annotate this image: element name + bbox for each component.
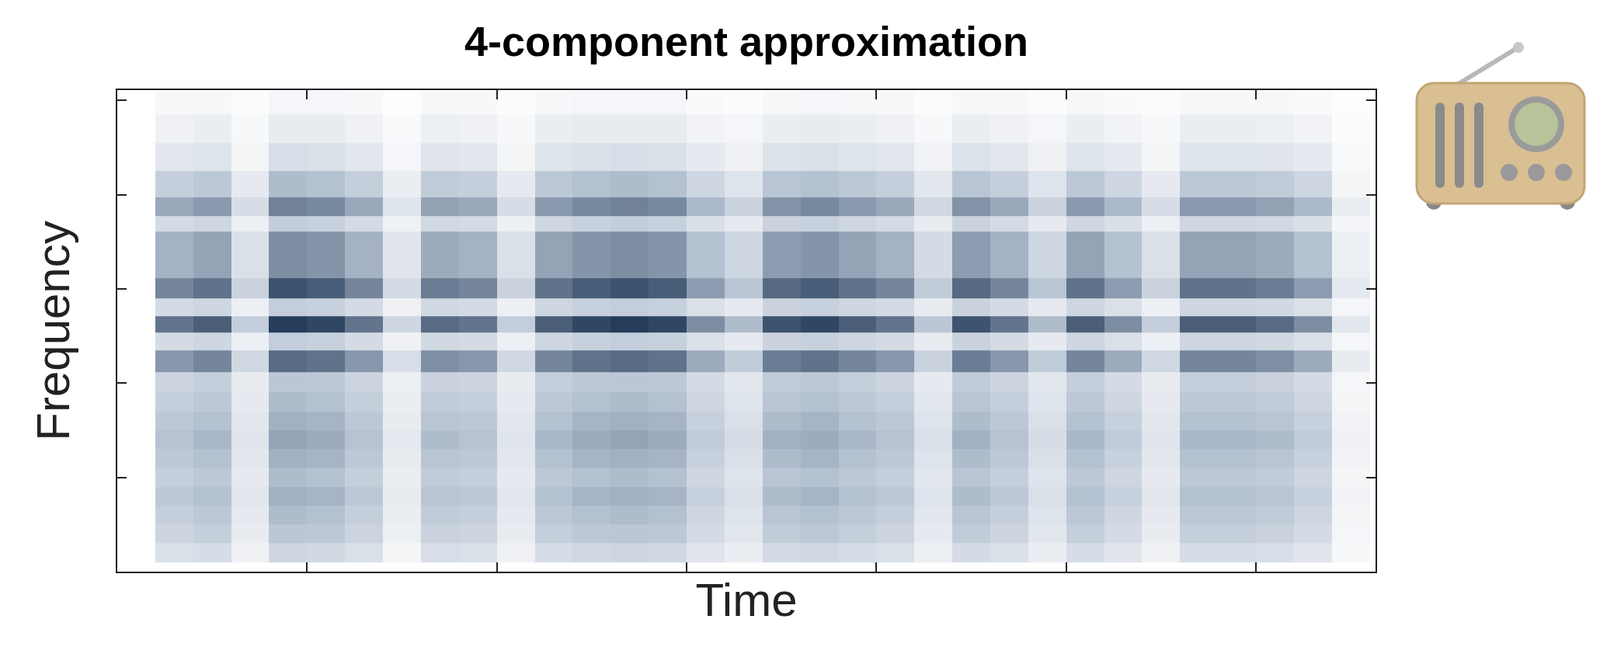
svg-text:Time: Time (695, 573, 797, 627)
svg-text:4-component approximation: 4-component approximation (464, 17, 1029, 65)
svg-text:Frequency: Frequency (27, 220, 80, 441)
